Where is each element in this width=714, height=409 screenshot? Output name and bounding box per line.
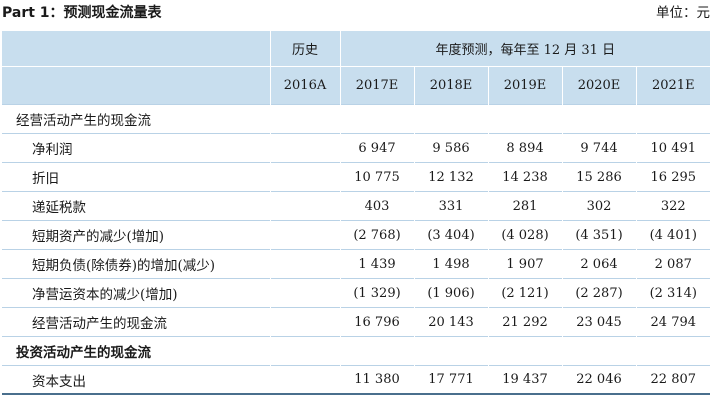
cell: (2 768) <box>339 220 414 250</box>
cell <box>269 191 340 221</box>
cell: 6 947 <box>339 133 414 163</box>
table-row: 折旧 10 775 12 132 14 238 15 286 16 295 <box>2 162 711 192</box>
header-corner-cell <box>2 31 270 67</box>
cell: 11 380 <box>339 365 414 395</box>
table-row: 净利润 6 947 9 586 8 894 9 744 10 491 <box>2 133 711 163</box>
row-label: 递延税款 <box>2 191 270 221</box>
cell: 15 286 <box>561 162 636 192</box>
cell: 14 238 <box>487 162 562 192</box>
cell: 2 064 <box>561 249 636 279</box>
cell: (4 401) <box>635 220 711 250</box>
cell: 302 <box>561 191 636 221</box>
page-title: Part 1：预测现金流量表 <box>2 5 162 21</box>
cell: 20 143 <box>413 307 488 337</box>
header-history: 历史 <box>269 31 340 67</box>
table-row: 短期负债(除债券)的增加(减少) 1 439 1 498 1 907 2 064… <box>2 249 711 279</box>
cell: 1 907 <box>487 249 562 279</box>
row-label: 折旧 <box>2 162 270 192</box>
cell <box>413 336 488 366</box>
cell: 16 295 <box>635 162 711 192</box>
cell: (4 028) <box>487 220 562 250</box>
cell <box>487 104 562 134</box>
row-label: 资本支出 <box>2 365 270 395</box>
header-year-2021e: 2021E <box>635 66 711 105</box>
cell: 22 807 <box>635 365 711 395</box>
cell: 10 491 <box>635 133 711 163</box>
cell: (1 906) <box>413 278 488 308</box>
cell <box>269 278 340 308</box>
cell <box>269 104 340 134</box>
table-row: 经营活动产生的现金流 16 796 20 143 21 292 23 045 2… <box>2 307 711 337</box>
cell <box>561 104 636 134</box>
cell <box>269 365 340 395</box>
unit-note: 单位：元 <box>656 5 710 21</box>
cell: 16 796 <box>339 307 414 337</box>
cell <box>635 336 711 366</box>
cell: 22 046 <box>561 365 636 395</box>
row-label: 投资活动产生的现金流 <box>2 336 270 366</box>
table-row: 资本支出 11 380 17 771 19 437 22 046 22 807 <box>2 365 711 395</box>
cell: 21 292 <box>487 307 562 337</box>
row-label: 净利润 <box>2 133 270 163</box>
cell: 1 439 <box>339 249 414 279</box>
section-row-investing: 投资活动产生的现金流 <box>2 336 711 366</box>
cell: (2 314) <box>635 278 711 308</box>
section-row-operating: 经营活动产生的现金流 <box>2 104 711 134</box>
header-year-2020e: 2020E <box>561 66 636 105</box>
cell: 19 437 <box>487 365 562 395</box>
cell <box>269 133 340 163</box>
header-year-2018e: 2018E <box>413 66 488 105</box>
cell: 1 498 <box>413 249 488 279</box>
cell: 23 045 <box>561 307 636 337</box>
header-row-top: 历史 年度预测，每年至 12 月 31 日 <box>2 31 711 67</box>
cell: (2 287) <box>561 278 636 308</box>
cell <box>269 162 340 192</box>
row-label: 净营运资本的减少(增加) <box>2 278 270 308</box>
cell: 2 087 <box>635 249 711 279</box>
cell: 24 794 <box>635 307 711 337</box>
cell: 17 771 <box>413 365 488 395</box>
row-label: 短期负债(除债券)的增加(减少) <box>2 249 270 279</box>
row-label: 经营活动产生的现金流 <box>2 307 270 337</box>
cell: 281 <box>487 191 562 221</box>
cell: 331 <box>413 191 488 221</box>
cell: (4 351) <box>561 220 636 250</box>
cell <box>269 249 340 279</box>
cell <box>635 104 711 134</box>
cell: 9 744 <box>561 133 636 163</box>
row-label: 经营活动产生的现金流 <box>2 104 270 134</box>
cell: 9 586 <box>413 133 488 163</box>
cell <box>269 220 340 250</box>
table-row: 递延税款 403 331 281 302 322 <box>2 191 711 221</box>
table-row: 净营运资本的减少(增加) (1 329) (1 906) (2 121) (2 … <box>2 278 711 308</box>
cell <box>269 307 340 337</box>
cell: (3 404) <box>413 220 488 250</box>
row-label: 短期资产的减少(增加) <box>2 220 270 250</box>
cell <box>487 336 562 366</box>
cell: 10 775 <box>339 162 414 192</box>
cell <box>413 104 488 134</box>
table-row: 短期资产的减少(增加) (2 768) (3 404) (4 028) (4 3… <box>2 220 711 250</box>
cell <box>269 336 340 366</box>
cell: 322 <box>635 191 711 221</box>
cell: (1 329) <box>339 278 414 308</box>
cell: (2 121) <box>487 278 562 308</box>
header-year-2017e: 2017E <box>339 66 414 105</box>
header-year-2019e: 2019E <box>487 66 562 105</box>
cell <box>561 336 636 366</box>
header-row-years: 2016A 2017E 2018E 2019E 2020E 2021E <box>2 66 711 105</box>
cell <box>339 104 414 134</box>
cell: 8 894 <box>487 133 562 163</box>
cell: 403 <box>339 191 414 221</box>
cell <box>339 336 414 366</box>
cash-flow-table: 历史 年度预测，每年至 12 月 31 日 2016A 2017E 2018E … <box>2 31 711 395</box>
cell: 12 132 <box>413 162 488 192</box>
header-forecast: 年度预测，每年至 12 月 31 日 <box>339 31 711 67</box>
header-corner-cell <box>2 66 270 105</box>
header-year-2016a: 2016A <box>269 66 340 105</box>
